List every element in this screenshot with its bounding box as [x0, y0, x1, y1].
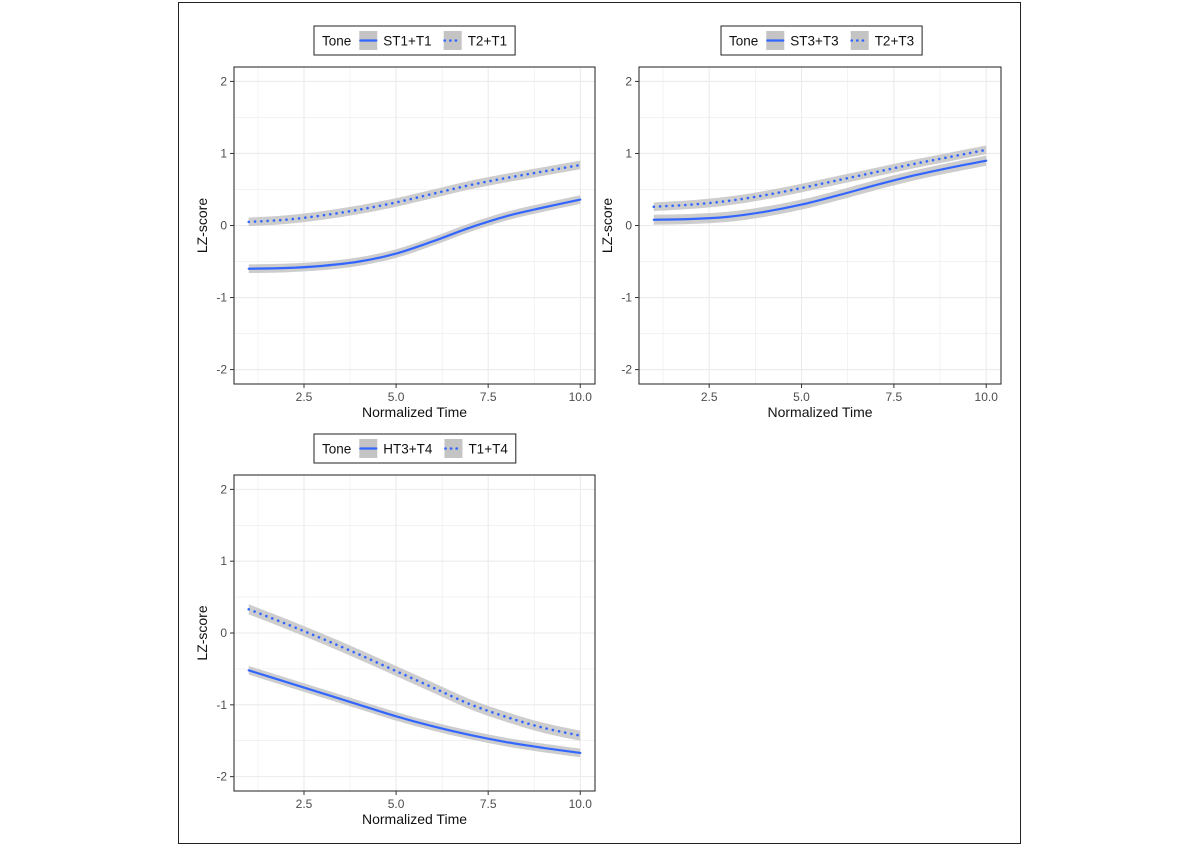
legend-label: ST3+T3 [790, 34, 838, 49]
legend-box [313, 25, 516, 56]
y-tick-label: 1 [220, 554, 227, 568]
y-axis-title: LZ-score [599, 198, 615, 253]
legend: Tone ST3+T3 T2+T3 [720, 25, 923, 56]
legend: Tone ST1+T1 T2+T1 [313, 25, 516, 56]
y-tick-label: 0 [625, 219, 632, 233]
chart-panel-3: 2.5 5.0 7.5 10.0 -2 -1 0 1 2 Normalized Time LZ-sc… [194, 433, 596, 827]
x-tick-label: 10.0 [975, 390, 999, 404]
y-tick-label: 0 [220, 626, 227, 640]
y-tick-label: -2 [216, 770, 227, 784]
y-tick-label: 2 [625, 74, 632, 88]
legend-key-background [443, 31, 462, 50]
y-tick-label: 2 [220, 482, 227, 496]
x-tick-label: 2.5 [296, 797, 313, 811]
legend-label: T2+T1 [468, 34, 507, 49]
y-tick-label: 1 [220, 146, 227, 160]
y-tick-label: -1 [216, 698, 227, 712]
legend-label: T2+T3 [875, 34, 914, 49]
x-tick-label: 7.5 [886, 390, 903, 404]
x-axis-title: Normalized Time [362, 404, 467, 420]
chart-panel-1: 2.5 5.0 7.5 10.0 -2 -1 0 1 2 Normalized Time LZ-sc… [194, 25, 596, 420]
figure-frame [178, 2, 1021, 844]
y-tick-label: -2 [216, 363, 227, 377]
x-tick-label: 2.5 [701, 390, 718, 404]
legend-box [720, 25, 923, 56]
x-tick-label: 5.0 [388, 797, 405, 811]
x-tick-label: 7.5 [480, 390, 497, 404]
legend: Tone HT3+T4 T1+T4 [313, 433, 517, 464]
legend-title: Tone [322, 442, 351, 457]
x-tick-label: 5.0 [388, 390, 405, 404]
x-tick-label: 5.0 [793, 390, 810, 404]
x-tick-label: 7.5 [480, 797, 497, 811]
series-line-ST3+T3 [652, 159, 988, 221]
legend-key-background [444, 439, 463, 458]
legend-key-background [850, 31, 869, 50]
series-line-T2+T3 [652, 148, 988, 209]
confidence-band-T2+T1 [248, 160, 581, 227]
series-line-T2+T1 [247, 163, 582, 224]
legend-label: T1+T4 [468, 442, 508, 457]
x-tick-label: 10.0 [569, 797, 593, 811]
y-tick-label: -1 [216, 291, 227, 305]
series-line-ST1+T1 [247, 198, 582, 270]
y-tick-label: -2 [621, 363, 632, 377]
confidence-band-T1+T4 [248, 604, 581, 741]
y-tick-label: 2 [220, 74, 227, 88]
chart-panel-2: 2.5 5.0 7.5 10.0 -2 -1 0 1 2 Normalized Time LZ-sc… [599, 25, 1002, 420]
legend-box [313, 433, 517, 464]
y-tick-label: 0 [220, 219, 227, 233]
legend-label: HT3+T4 [383, 442, 433, 457]
x-axis-title: Normalized Time [767, 404, 872, 420]
confidence-band-ST1+T1 [248, 195, 581, 274]
x-tick-label: 2.5 [296, 390, 313, 404]
confidence-band-T2+T3 [653, 145, 987, 212]
x-axis-title: Normalized Time [362, 811, 467, 827]
legend-label: ST1+T1 [383, 34, 431, 49]
y-tick-label: -1 [621, 291, 632, 305]
y-axis-title: LZ-score [194, 198, 210, 253]
confidence-band-ST3+T3 [653, 155, 987, 225]
x-tick-label: 10.0 [569, 390, 593, 404]
y-tick-label: 1 [625, 146, 632, 160]
y-axis-title: LZ-score [194, 605, 210, 660]
legend-title: Tone [322, 34, 351, 49]
legend-title: Tone [729, 34, 758, 49]
series-line-HT3+T4 [247, 669, 582, 755]
